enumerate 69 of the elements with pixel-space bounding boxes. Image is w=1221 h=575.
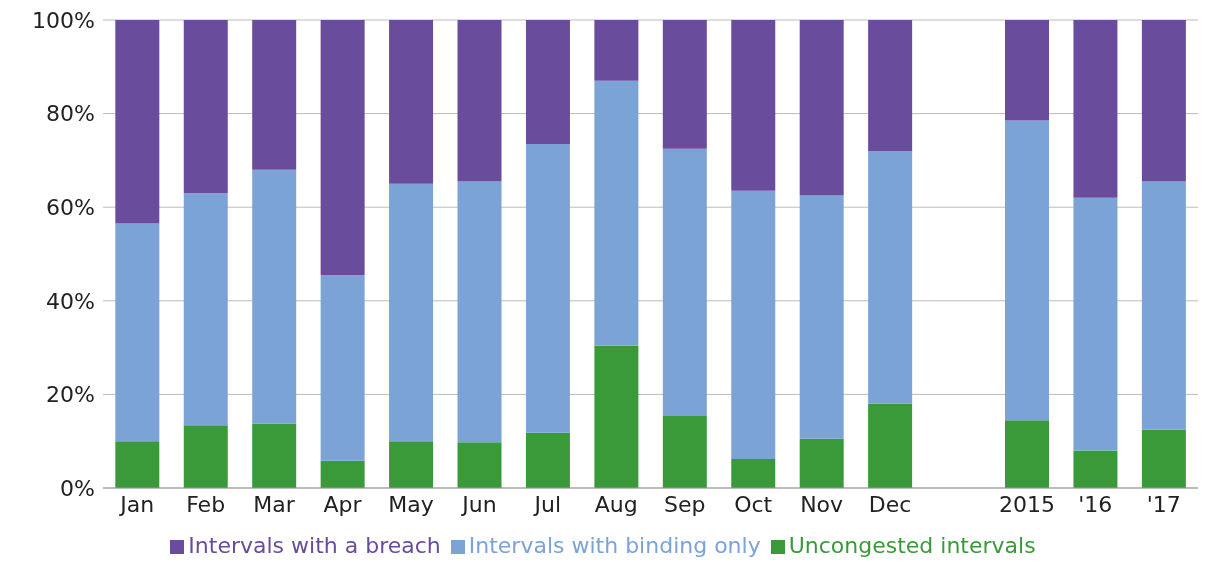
bar [731, 20, 776, 191]
bar [389, 441, 434, 488]
bar [525, 432, 570, 488]
x-tick-label: Jul [532, 491, 562, 517]
bar [1073, 197, 1118, 451]
bar [115, 223, 160, 442]
x-tick-label: Nov [800, 491, 844, 517]
x-tick-label: Dec [868, 491, 912, 517]
x-tick-label: Feb [186, 491, 226, 517]
bar [799, 20, 844, 196]
bar [868, 403, 913, 488]
x-tick-label: 2015 [998, 491, 1055, 517]
bar [1005, 20, 1050, 121]
bar [594, 20, 639, 81]
bar [183, 20, 228, 194]
bar [1141, 181, 1186, 430]
bar [183, 425, 228, 488]
legend-label: Uncongested intervals [788, 533, 1036, 558]
bar [320, 460, 365, 488]
y-tick-label: 80% [46, 101, 95, 127]
bar [731, 458, 776, 488]
legend-label: Intervals with binding only [468, 533, 761, 558]
x-tick-label: Sep [663, 491, 706, 517]
bar [799, 195, 844, 439]
x-tick-label: Oct [734, 491, 773, 517]
bar [457, 442, 502, 488]
x-tick-label: '16 [1078, 491, 1113, 517]
bar [1141, 429, 1186, 488]
bar [868, 151, 913, 404]
bar [1073, 450, 1118, 488]
bar [1141, 20, 1186, 182]
bar [389, 183, 434, 442]
bar [115, 441, 160, 488]
bar [1073, 20, 1118, 198]
y-tick-label: 60% [46, 195, 95, 221]
bar [457, 181, 502, 443]
y-tick-label: 40% [46, 288, 95, 314]
x-tick-label: Aug [594, 491, 638, 517]
bar [525, 144, 570, 433]
bar [252, 20, 297, 170]
x-tick-label: Mar [253, 491, 296, 517]
legend-label: Intervals with a breach [188, 533, 441, 558]
bar [252, 423, 297, 488]
bar [594, 80, 639, 346]
bar [183, 193, 228, 426]
bar [1005, 420, 1050, 488]
bar [799, 438, 844, 488]
x-tick-label: Jun [460, 491, 497, 517]
bar [731, 190, 776, 459]
x-tick-label: '17 [1146, 491, 1181, 517]
bar [594, 345, 639, 488]
y-tick-label: 100% [32, 7, 95, 33]
x-tick-label: Apr [323, 491, 363, 517]
bar [457, 20, 502, 182]
y-tick-label: 20% [46, 382, 95, 408]
bar [320, 275, 365, 461]
bar [662, 20, 707, 149]
bar [662, 415, 707, 488]
bar [115, 20, 160, 224]
bar [389, 20, 434, 184]
bar [662, 148, 707, 416]
bar [525, 20, 570, 145]
bar [1005, 120, 1050, 421]
bar [320, 20, 365, 276]
bar [252, 169, 297, 424]
bar [868, 20, 913, 152]
x-tick-label: May [388, 491, 434, 517]
x-tick-label: Jan [118, 491, 155, 517]
y-tick-label: 0% [60, 475, 95, 501]
